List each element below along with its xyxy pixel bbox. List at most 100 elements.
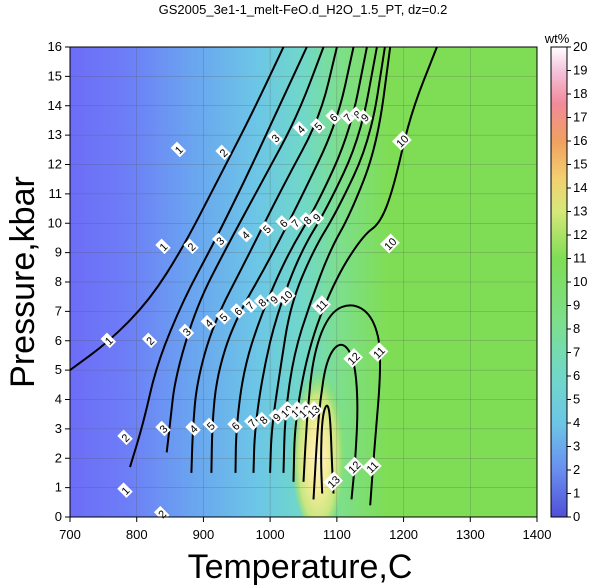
colorbar-tick-label: 13 [573,204,587,219]
contour-label-box [299,212,315,228]
colorbar-tick-label: 11 [573,251,587,266]
contour-label-box [275,286,296,307]
contour-label-box [202,417,219,434]
x-tick-label: 1000 [256,527,285,542]
y-tick-label: 1 [55,480,62,495]
colorbar-tick-label: 1 [573,486,580,501]
contour-label-box [185,420,201,437]
contour-label-box [343,456,364,477]
contour-label-box [227,417,243,434]
contour-label-box [303,400,324,421]
contour-label-box [229,303,246,319]
y-tick-label: 14 [48,98,62,113]
chart-title: GS2005_3e1-1_melt-FeO.d_H2O_1.5_PT, dz=0… [159,2,448,17]
y-tick-label: 4 [55,392,62,407]
x-tick-label: 1100 [323,527,351,542]
contour-label-box [117,482,133,498]
colorbar-gradient [550,46,568,518]
y-tick-label: 2 [55,450,62,465]
y-tick-label: 15 [48,68,62,83]
contour-label-box [276,400,297,421]
x-tick-label: 800 [126,527,148,542]
contour-label-box [183,238,199,255]
y-tick-label: 7 [55,303,62,318]
contour-label-box [268,408,285,425]
contour-label-box [215,309,231,325]
contour-label-box [266,291,282,308]
y-tick-label: 10 [48,215,62,230]
contour-label-box [379,233,400,254]
colorbar-tick-label: 10 [573,274,587,289]
contour-label-box [243,414,260,431]
y-tick-label: 3 [55,421,62,436]
colorbar-tick-label: 7 [573,345,580,360]
contour-label-box [267,129,283,146]
contour-label-box [311,295,332,316]
colorbar-tick-label: 9 [573,298,580,313]
colorbar-tick-label: 4 [573,415,580,430]
colorbar-tick-label: 15 [573,157,587,172]
y-tick-label: 0 [55,509,62,524]
contour-label-box [361,456,382,477]
contour-label-box [368,342,389,363]
contour-label-box [343,348,364,368]
y-tick-label: 8 [55,274,62,289]
contour-label-box [325,109,341,125]
colorbar-tick-label: 0 [573,509,580,524]
contour-label-box [258,220,275,237]
x-tick-label: 1300 [456,527,485,542]
colorbar-tick-label: 5 [573,392,580,407]
y-tick-label: 13 [48,127,62,142]
grid-lines [69,46,538,518]
contour-label-box [153,505,170,522]
contour-label-box [200,314,217,331]
contour-label-box [211,232,228,249]
contour-label-box [141,332,158,349]
contour-label-box [310,118,326,134]
colorbar-tick-label: 17 [573,110,587,125]
x-tick-label: 700 [59,527,81,542]
contour-label-box [254,294,270,310]
colorbar-tick-label: 14 [573,180,587,195]
colorbar-tick-label: 20 [573,39,587,54]
contour-label-box [241,297,258,313]
contour-line-1 [70,47,285,371]
contour-label-box [117,429,133,446]
x-tick-label: 900 [193,527,215,542]
x-axis: 700 800 900 1000 1100 1200 1300 1400 [59,517,551,542]
contour-line-10 [292,47,438,482]
contour-label-box [215,144,231,161]
y-tick-label: 16 [48,39,62,54]
contour-label-box [170,141,187,158]
contour-line-9 [282,47,392,473]
contour-label-box [391,130,412,151]
contour-label-box [339,109,355,125]
contour-line-2 [129,47,308,468]
y-tick-label: 5 [55,362,62,377]
colorbar-tick-label: 8 [573,321,580,336]
x-tick-label: 1400 [523,527,552,542]
contour-line-3 [165,47,325,453]
colorbar-tick-label: 18 [573,86,587,101]
contour-label-box [292,121,309,137]
contour-label-box [155,238,171,255]
contour-label-box [178,323,195,340]
contour-label-box [323,471,344,492]
colorbar-tick-label: 16 [573,133,587,148]
contour-label-box [308,209,325,225]
x-tick-label: 1200 [389,527,418,542]
contour-label-box [100,332,117,349]
colorbar-tick-label: 12 [573,227,587,242]
contour-label-box [237,226,253,243]
y-tick-label: 6 [55,333,62,348]
contour-label-box [255,411,271,428]
y-tick-label: 9 [55,245,62,260]
contour-line-4 [190,47,338,473]
colorbar-tick-label: 3 [573,439,580,454]
y-tick-label: 12 [48,157,62,172]
y-tick-label: 11 [49,186,63,201]
